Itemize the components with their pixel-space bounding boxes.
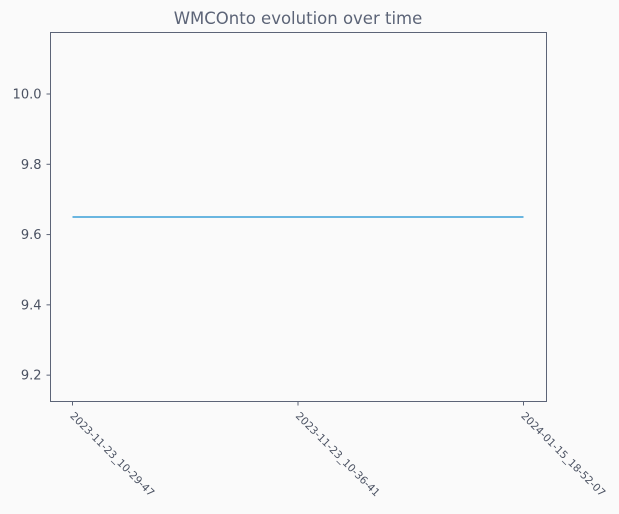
y-tick-label: 9.8 (21, 158, 42, 173)
x-tick-label: 2023-11-23_10-29-47 (67, 410, 156, 499)
x-tick-label: 2024-01-15_18-52-07 (518, 410, 607, 499)
x-tick-label: 2023-11-23_10-36-41 (293, 410, 382, 499)
y-tick-label: 10.0 (13, 88, 42, 103)
chart-title: WMCOnto evolution over time (174, 9, 423, 28)
y-tick-label: 9.2 (21, 369, 42, 384)
y-tick-label: 9.6 (21, 228, 42, 243)
y-axis: 9.2 9.4 9.6 9.8 10.0 (13, 88, 51, 384)
x-axis: 2023-11-23_10-29-47 2023-11-23_10-36-41 20… (67, 401, 607, 499)
y-tick-label: 9.4 (21, 298, 42, 313)
